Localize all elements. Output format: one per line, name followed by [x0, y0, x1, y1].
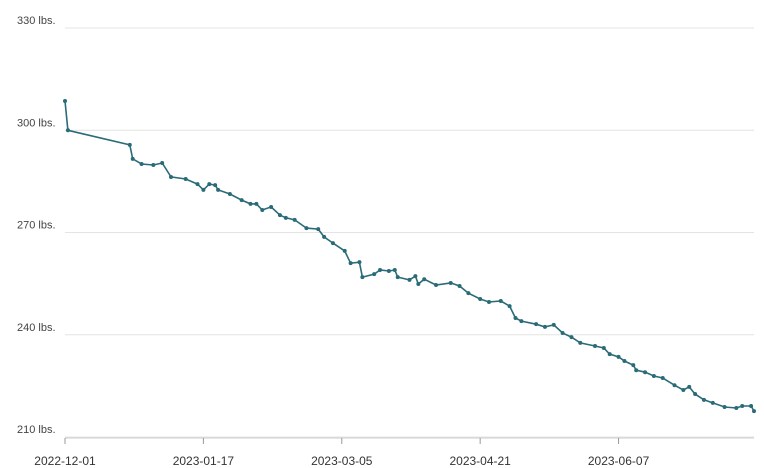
data-point [127, 142, 132, 147]
data-point [63, 98, 67, 103]
data-point [578, 340, 583, 345]
data-point [216, 187, 221, 192]
data-point [448, 280, 453, 285]
data-point [342, 248, 347, 253]
data-point [292, 217, 297, 222]
x-tick-label: 2023-06-07 [588, 454, 650, 468]
data-point [357, 260, 362, 265]
data-point [542, 324, 547, 329]
data-point [434, 282, 438, 287]
data-point [569, 335, 574, 340]
data-point [498, 299, 503, 304]
data-point [160, 160, 165, 165]
data-point [277, 213, 282, 218]
data-point [183, 176, 188, 181]
data-point [634, 368, 639, 373]
data-point [593, 343, 597, 348]
data-point [710, 400, 715, 405]
data-point [269, 204, 274, 209]
data-point [201, 187, 206, 192]
data-point [395, 275, 400, 280]
data-point [169, 174, 173, 179]
data-point [304, 226, 309, 231]
data-point [457, 284, 462, 289]
data-point [378, 267, 383, 272]
x-tick-label: 2022-12-01 [34, 454, 96, 468]
data-point [360, 275, 365, 280]
data-point [651, 373, 656, 378]
data-point [330, 241, 335, 246]
y-tick-label: 300 lbs. [17, 117, 56, 129]
data-point [631, 363, 636, 368]
data-point [740, 403, 745, 408]
data-point [65, 128, 70, 133]
x-tick-label: 2023-04-21 [449, 454, 511, 468]
data-point [316, 227, 321, 232]
data-point [660, 376, 665, 381]
data-point [466, 291, 471, 296]
data-point [560, 331, 565, 336]
data-point [693, 392, 698, 397]
y-tick-label: 240 lbs. [17, 322, 56, 334]
y-tick-label: 270 lbs. [17, 220, 56, 232]
data-point [551, 322, 556, 327]
weight-line [64, 100, 755, 412]
data-point [681, 387, 686, 392]
data-point [749, 403, 754, 408]
data-point [213, 183, 218, 188]
data-point [607, 352, 612, 357]
data-point [386, 269, 391, 274]
data-point [151, 163, 156, 168]
data-point [407, 277, 412, 282]
data-point [207, 182, 212, 187]
data-point [734, 406, 739, 411]
data-point [416, 281, 421, 286]
data-point [722, 405, 727, 410]
data-point [227, 191, 232, 196]
data-point [487, 300, 491, 305]
data-point [519, 319, 524, 324]
data-point [513, 316, 518, 321]
y-tick-label: 330 lbs. [17, 15, 56, 27]
data-point [622, 358, 627, 363]
data-point [752, 409, 756, 414]
data-point [254, 201, 259, 206]
data-point [195, 182, 200, 187]
data-point [248, 201, 253, 206]
data-point [372, 272, 377, 277]
data-point [701, 397, 706, 402]
data-point [687, 384, 692, 389]
y-tick-label: 210 lbs. [17, 424, 56, 436]
data-point [643, 370, 648, 375]
data-point [507, 304, 512, 309]
x-tick-label: 2023-03-05 [311, 454, 373, 468]
data-point [616, 354, 621, 359]
data-point [130, 156, 135, 161]
data-point [239, 198, 244, 203]
data-point [348, 261, 353, 266]
data-point [422, 277, 427, 282]
x-tick-label: 2023-01-17 [173, 454, 235, 468]
data-point [260, 208, 265, 213]
data-point [672, 383, 677, 388]
data-point [139, 161, 144, 166]
data-point [413, 274, 418, 279]
data-point [601, 346, 606, 351]
data-point [283, 215, 288, 220]
data-point [322, 234, 327, 239]
data-point [534, 322, 539, 327]
data-point [392, 267, 397, 272]
data-point [478, 296, 483, 301]
